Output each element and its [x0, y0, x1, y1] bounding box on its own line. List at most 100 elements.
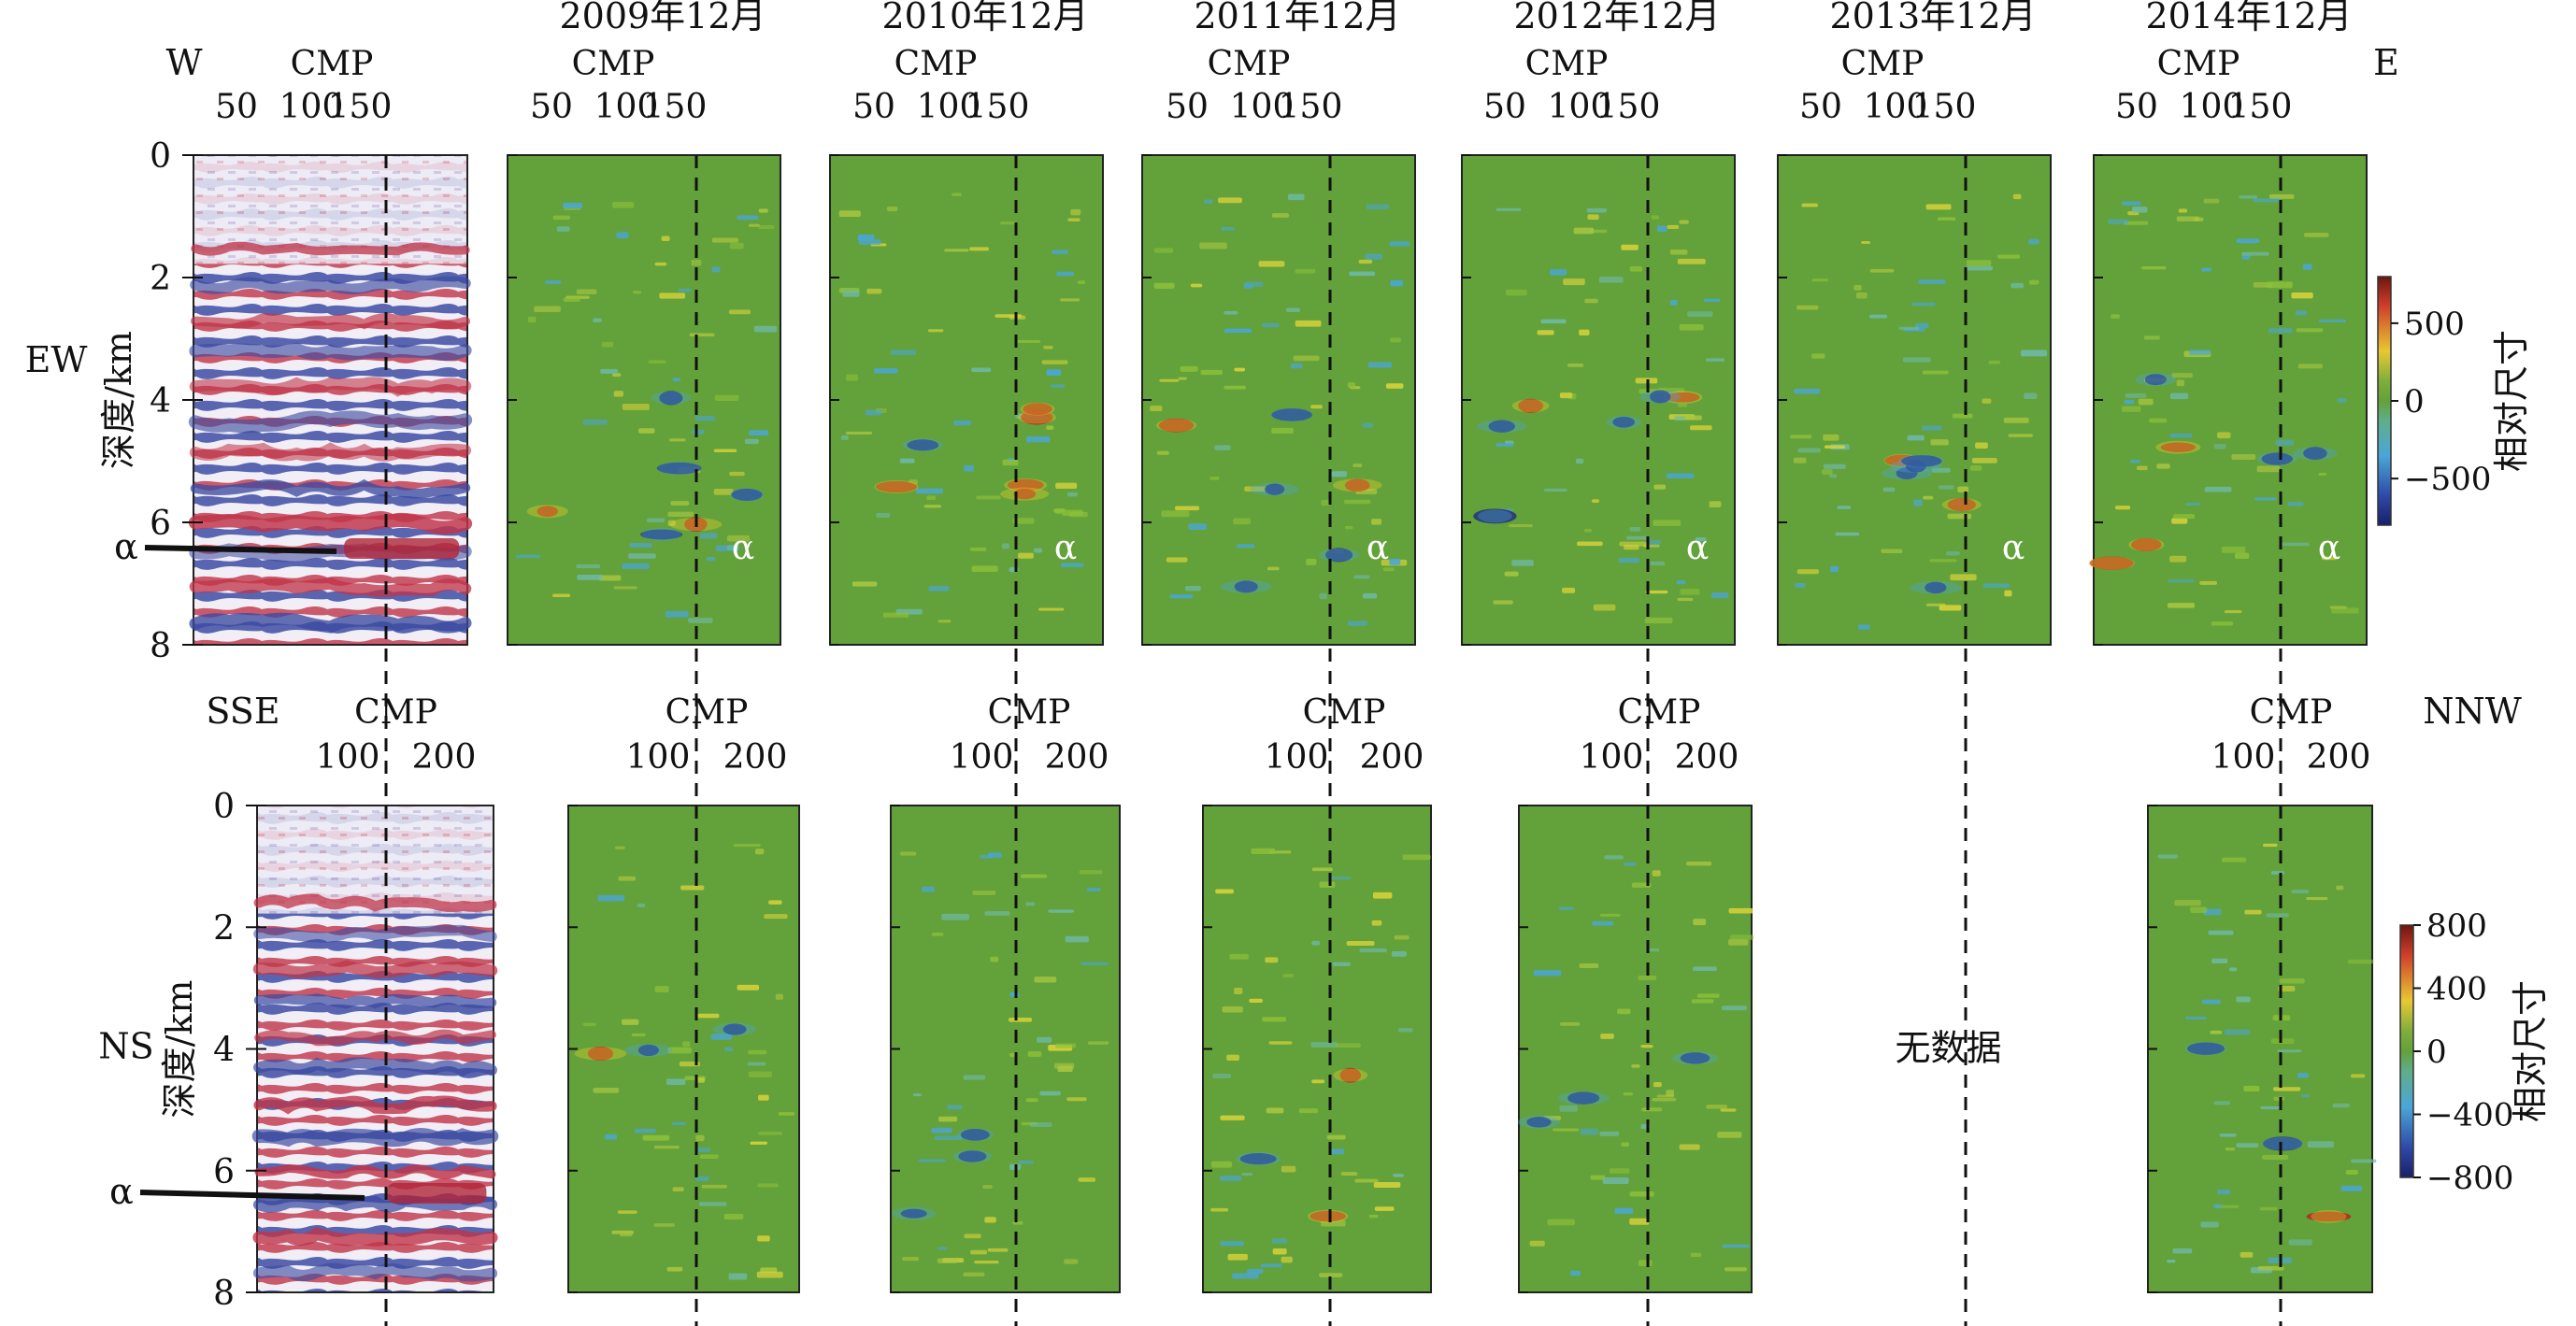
cmp-tick-label: 100	[626, 738, 691, 777]
ns-panel-2-difference-speckle	[937, 1258, 957, 1263]
ns-panel-3-difference-speckle	[1260, 1263, 1282, 1268]
ew-panel-1-difference-speckle	[544, 280, 562, 284]
ns-panel-2-difference-speckle	[1025, 902, 1036, 906]
ew-panel-2-difference-positive-anomaly	[1023, 403, 1052, 416]
ew-panel-4-difference-speckle	[1687, 311, 1713, 317]
ew-panel-5-difference-negative-anomaly	[1901, 455, 1942, 467]
ns-panel-2-difference-speckle	[1080, 962, 1109, 965]
ns-panel-0-seismic-horizon	[252, 1195, 498, 1213]
cmp-label: CMP	[1303, 693, 1386, 732]
ns-panel-4-difference-speckle	[1614, 1207, 1634, 1215]
ns-panel-6-difference-speckle	[2297, 1073, 2309, 1078]
ns-panel-1-difference-speckle	[682, 1041, 691, 1048]
cmp-tick-label: 150	[328, 88, 393, 126]
ns-panel-3-difference-speckle	[1219, 1176, 1242, 1181]
ew-panel-1-difference-speckle	[667, 511, 694, 517]
ew-panel-2-difference-speckle	[1025, 435, 1051, 443]
ew-panel-5-difference-speckle	[2029, 279, 2039, 285]
ns-panel-0-seismic-horizon	[252, 1227, 498, 1247]
ew-panel-1-difference-anomaly-halo	[657, 462, 702, 476]
cmp-tick-label: 50	[1166, 88, 1209, 126]
ew-panel-6-difference-speckle	[2168, 579, 2196, 583]
colorbar-tick-label: 500	[2404, 306, 2465, 343]
ew-panel-2-difference-speckle	[926, 495, 937, 501]
ew-panel-4-difference-negative-anomaly	[1488, 420, 1515, 433]
ew-panel-5-difference-speckle	[1911, 302, 1936, 307]
ew-panel-1-difference-speckle	[600, 368, 619, 374]
ns-panel-2-difference-speckle	[972, 891, 996, 895]
ns-panel-6-difference-speckle	[2208, 930, 2234, 935]
cmp-label: CMP	[1208, 45, 1291, 83]
ew-panel-2-difference-speckle	[1000, 221, 1018, 225]
direction-right-label: E	[2373, 42, 2399, 83]
ns-panel-2-difference-speckle	[1064, 1259, 1079, 1264]
ns-panel-2-difference-speckle	[1079, 870, 1103, 875]
ew-panel-3-difference-speckle	[1159, 378, 1180, 382]
cmp-label: CMP	[665, 693, 749, 732]
ew-panel-4-difference-speckle	[1593, 604, 1616, 611]
ew-panel-4-difference-speckle	[1621, 244, 1639, 250]
ew-panel-3-difference-speckle	[1389, 558, 1401, 565]
ew-panel-4-difference-speckle	[1679, 323, 1704, 331]
ew-panel-4-difference-speckle	[1677, 258, 1706, 264]
ns-panel-4-difference-speckle	[1580, 1128, 1599, 1135]
ew-panel-4-difference-speckle	[1644, 617, 1673, 624]
ns-panel-4-difference-speckle	[1706, 1105, 1727, 1109]
ew-panel-4-difference-speckle	[1625, 535, 1651, 540]
ew-panel-6-difference-speckle	[2189, 349, 2211, 355]
row-label: NS	[98, 1026, 153, 1067]
ew-panel-6-difference-speckle	[2221, 546, 2246, 553]
ew-panel-3-difference-speckle	[1180, 365, 1198, 372]
ns-panel-3-difference-speckle	[1340, 1172, 1358, 1176]
ns-panel-4-difference-speckle	[1638, 1260, 1653, 1266]
colorbar-tick-label: −800	[2426, 1160, 2513, 1197]
ew-panel-6-difference-speckle	[2296, 328, 2324, 333]
ew-panel-1-difference-speckle	[648, 360, 666, 364]
ns-panel-4-difference-speckle	[1559, 1105, 1578, 1112]
ns-panel-1-difference-speckle	[728, 1273, 748, 1280]
ew-panel-1-difference-speckle	[737, 215, 759, 221]
ew-panel-1-difference-speckle	[713, 449, 737, 453]
ns-panel-2-difference-speckle	[1039, 1091, 1061, 1096]
ew-panel-3-difference-speckle	[1200, 369, 1223, 376]
ns-panel-6-difference-anomaly-halo	[2311, 1209, 2347, 1223]
ew-panel-1-difference-speckle	[699, 533, 718, 539]
ew-panel-4-difference-positive-anomaly	[1666, 392, 1700, 403]
ew-panel-2-difference-speckle	[899, 458, 915, 463]
ew-panel-6-difference-speckle	[2266, 281, 2293, 289]
ew-panel-3-difference-speckle	[1382, 567, 1395, 572]
cmp-tick-label: 50	[215, 88, 258, 126]
ew-panel-4-difference-speckle	[1645, 590, 1668, 594]
ew-panel-5-difference-speckle	[1923, 495, 1934, 500]
cmp-tick-label: 150	[1912, 88, 1977, 126]
ns-panel-3-difference-speckle	[1282, 974, 1295, 977]
ew-panel-6-difference-speckle	[2295, 310, 2308, 316]
ew-panel-2-difference-speckle	[944, 249, 969, 252]
ew-panel-6-difference-speckle	[2141, 265, 2167, 270]
cmp-label: CMP	[1841, 45, 1925, 83]
ns-panel-1-difference-speckle	[680, 885, 705, 891]
ns-panel-4-difference-speckle	[1629, 1218, 1650, 1225]
ns-panel-2-difference-speckle	[984, 1217, 996, 1223]
ew-panel-4-difference-speckle	[1667, 224, 1680, 229]
ns-panel-2-difference-speckle	[1034, 977, 1057, 983]
cmp-tick-label: 50	[2115, 88, 2158, 126]
ew-panel-4-difference-speckle	[1709, 501, 1722, 508]
ew-panel-1-difference-speckle	[613, 391, 623, 397]
cmp-tick-label: 150	[1596, 88, 1661, 126]
ew-panel-1-difference-speckle	[694, 415, 716, 421]
ns-panel-6-difference-speckle	[2277, 1049, 2302, 1053]
ew-panel-5-difference-anomaly-halo	[1909, 580, 1962, 594]
ew-panel-3-difference-speckle	[1224, 310, 1238, 315]
ns-panel-3-difference-speckle	[1346, 941, 1375, 946]
depth-tick-label: 4	[150, 382, 171, 421]
ew-panel-5-difference-speckle	[2003, 417, 2029, 423]
ew-panel-2-difference-speckle	[1046, 369, 1062, 377]
cmp-tick-label: 100	[1265, 738, 1329, 777]
ns-panel-6-difference-speckle	[2167, 1259, 2176, 1263]
ew-panel-3-difference-speckle	[1234, 367, 1246, 372]
ew-panel-6-difference-speckle	[2108, 219, 2129, 225]
ew-panel-0-seismic-alpha-reflector	[344, 538, 460, 559]
ew-panel-2-difference-speckle	[969, 247, 989, 251]
ew-panel-1-difference-speckle	[552, 215, 571, 221]
